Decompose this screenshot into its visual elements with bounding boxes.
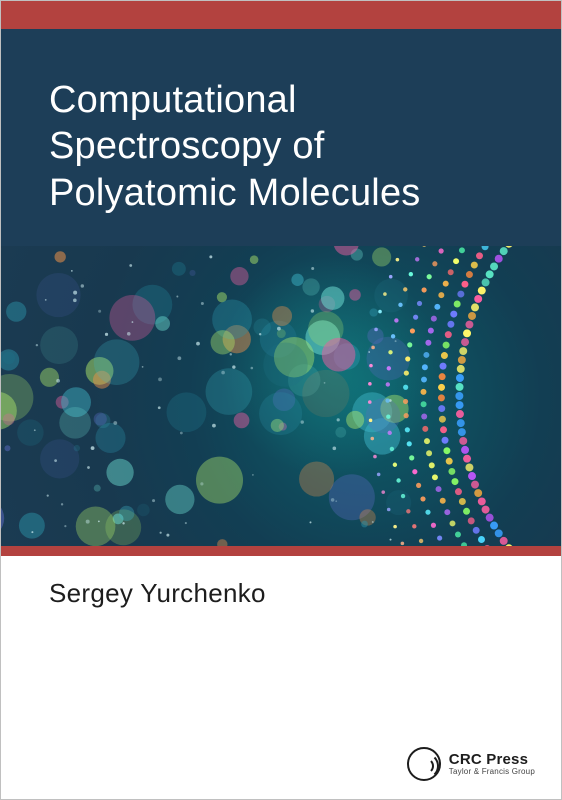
publisher-text: CRC Press Taylor & Francis Group <box>449 752 535 776</box>
book-title: ComputationalSpectroscopy ofPolyatomic M… <box>49 77 513 216</box>
author-name: Sergey Yurchenko <box>49 578 513 609</box>
publisher-logo-icon <box>407 747 441 781</box>
publisher-badge: CRC Press Taylor & Francis Group <box>407 747 535 781</box>
cover-art <box>1 246 561 546</box>
title-block: ComputationalSpectroscopy ofPolyatomic M… <box>1 29 561 246</box>
top-accent-bar <box>1 1 561 29</box>
book-cover: ComputationalSpectroscopy ofPolyatomic M… <box>0 0 562 800</box>
publisher-tagline: Taylor & Francis Group <box>449 768 535 776</box>
cover-art-svg <box>1 246 561 546</box>
publisher-name: CRC Press <box>449 752 535 768</box>
author-block: Sergey Yurchenko CRC Press Taylor & Fran… <box>1 556 561 799</box>
divider-accent-bar <box>1 546 561 556</box>
